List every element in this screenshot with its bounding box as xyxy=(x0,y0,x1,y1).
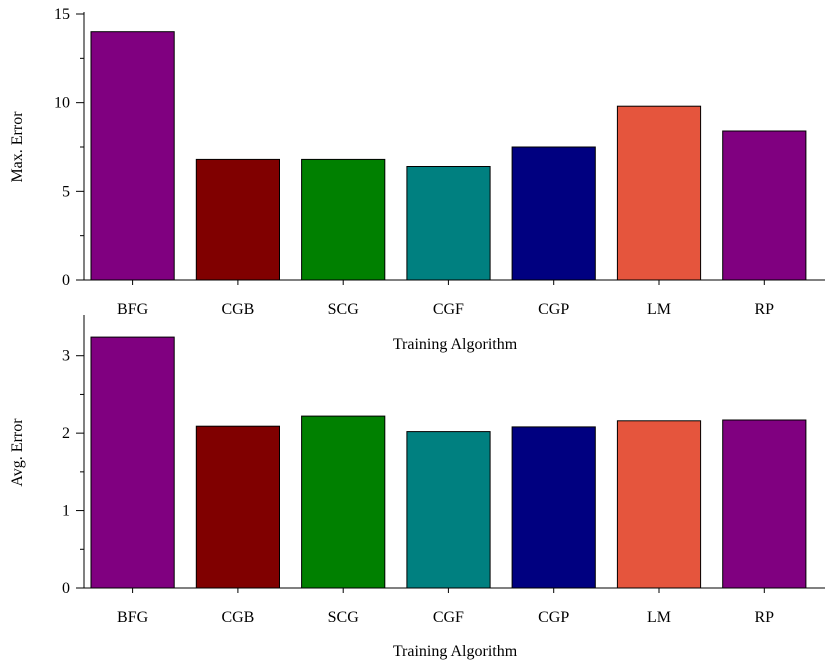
x-tick-label: SCG xyxy=(328,301,360,318)
x-tick-label: LM xyxy=(647,301,671,318)
y-tick-label: 10 xyxy=(54,95,70,112)
x-tick-label: BFG xyxy=(117,609,149,626)
bar-scg xyxy=(301,415,386,589)
bar-rp xyxy=(722,419,807,589)
x-tick-label: LM xyxy=(647,609,671,626)
x-axis-title: Training Algorithm xyxy=(393,336,518,353)
bar-bfg xyxy=(90,336,175,589)
y-tick-label: 15 xyxy=(54,6,70,23)
x-axis-title: Training Algorithm xyxy=(393,643,518,660)
x-tick-label: CGF xyxy=(433,609,464,626)
y-tick-label: 3 xyxy=(62,348,70,365)
bar-scg xyxy=(301,158,386,281)
chart-panel-avg-error: BFG CGB SCG CGF CGP LM RP 0 1 2 3 Training Algorith… xyxy=(9,315,825,660)
bar-cgf xyxy=(406,166,491,281)
y-tick-label: 1 xyxy=(62,503,70,520)
x-tick-label: BFG xyxy=(117,301,149,318)
x-tick-label: RP xyxy=(755,301,775,318)
y-axis-title: Max. Error xyxy=(9,111,26,183)
y-tick-label: 2 xyxy=(62,425,70,442)
chart-panel-max-error: BFG CGB SCG CGF CGP LM RP 0 5 10 15 Training Algori… xyxy=(9,6,825,353)
x-tick-label: CGF xyxy=(433,301,464,318)
bar-cgb xyxy=(195,425,280,589)
bar-cgp xyxy=(511,426,596,589)
y-axis-title: Avg. Error xyxy=(9,418,26,487)
bar-rp xyxy=(722,130,807,281)
y-tick-label: 0 xyxy=(62,580,70,597)
x-tick-label: CGP xyxy=(538,301,569,318)
bar-cgf xyxy=(406,431,491,589)
x-tick-label: RP xyxy=(755,609,775,626)
bar-lm xyxy=(616,420,702,589)
x-tick-label: SCG xyxy=(328,609,360,626)
y-tick-label: 5 xyxy=(62,183,70,200)
y-tick-label: 0 xyxy=(62,272,70,289)
x-tick-label: CGB xyxy=(221,301,254,318)
x-tick-label: CGB xyxy=(221,609,254,626)
bar-cgp xyxy=(511,146,596,281)
bar-cgb xyxy=(195,158,280,281)
bar-bfg xyxy=(90,31,175,281)
bar-lm xyxy=(616,105,702,281)
x-tick-label: CGP xyxy=(538,609,569,626)
